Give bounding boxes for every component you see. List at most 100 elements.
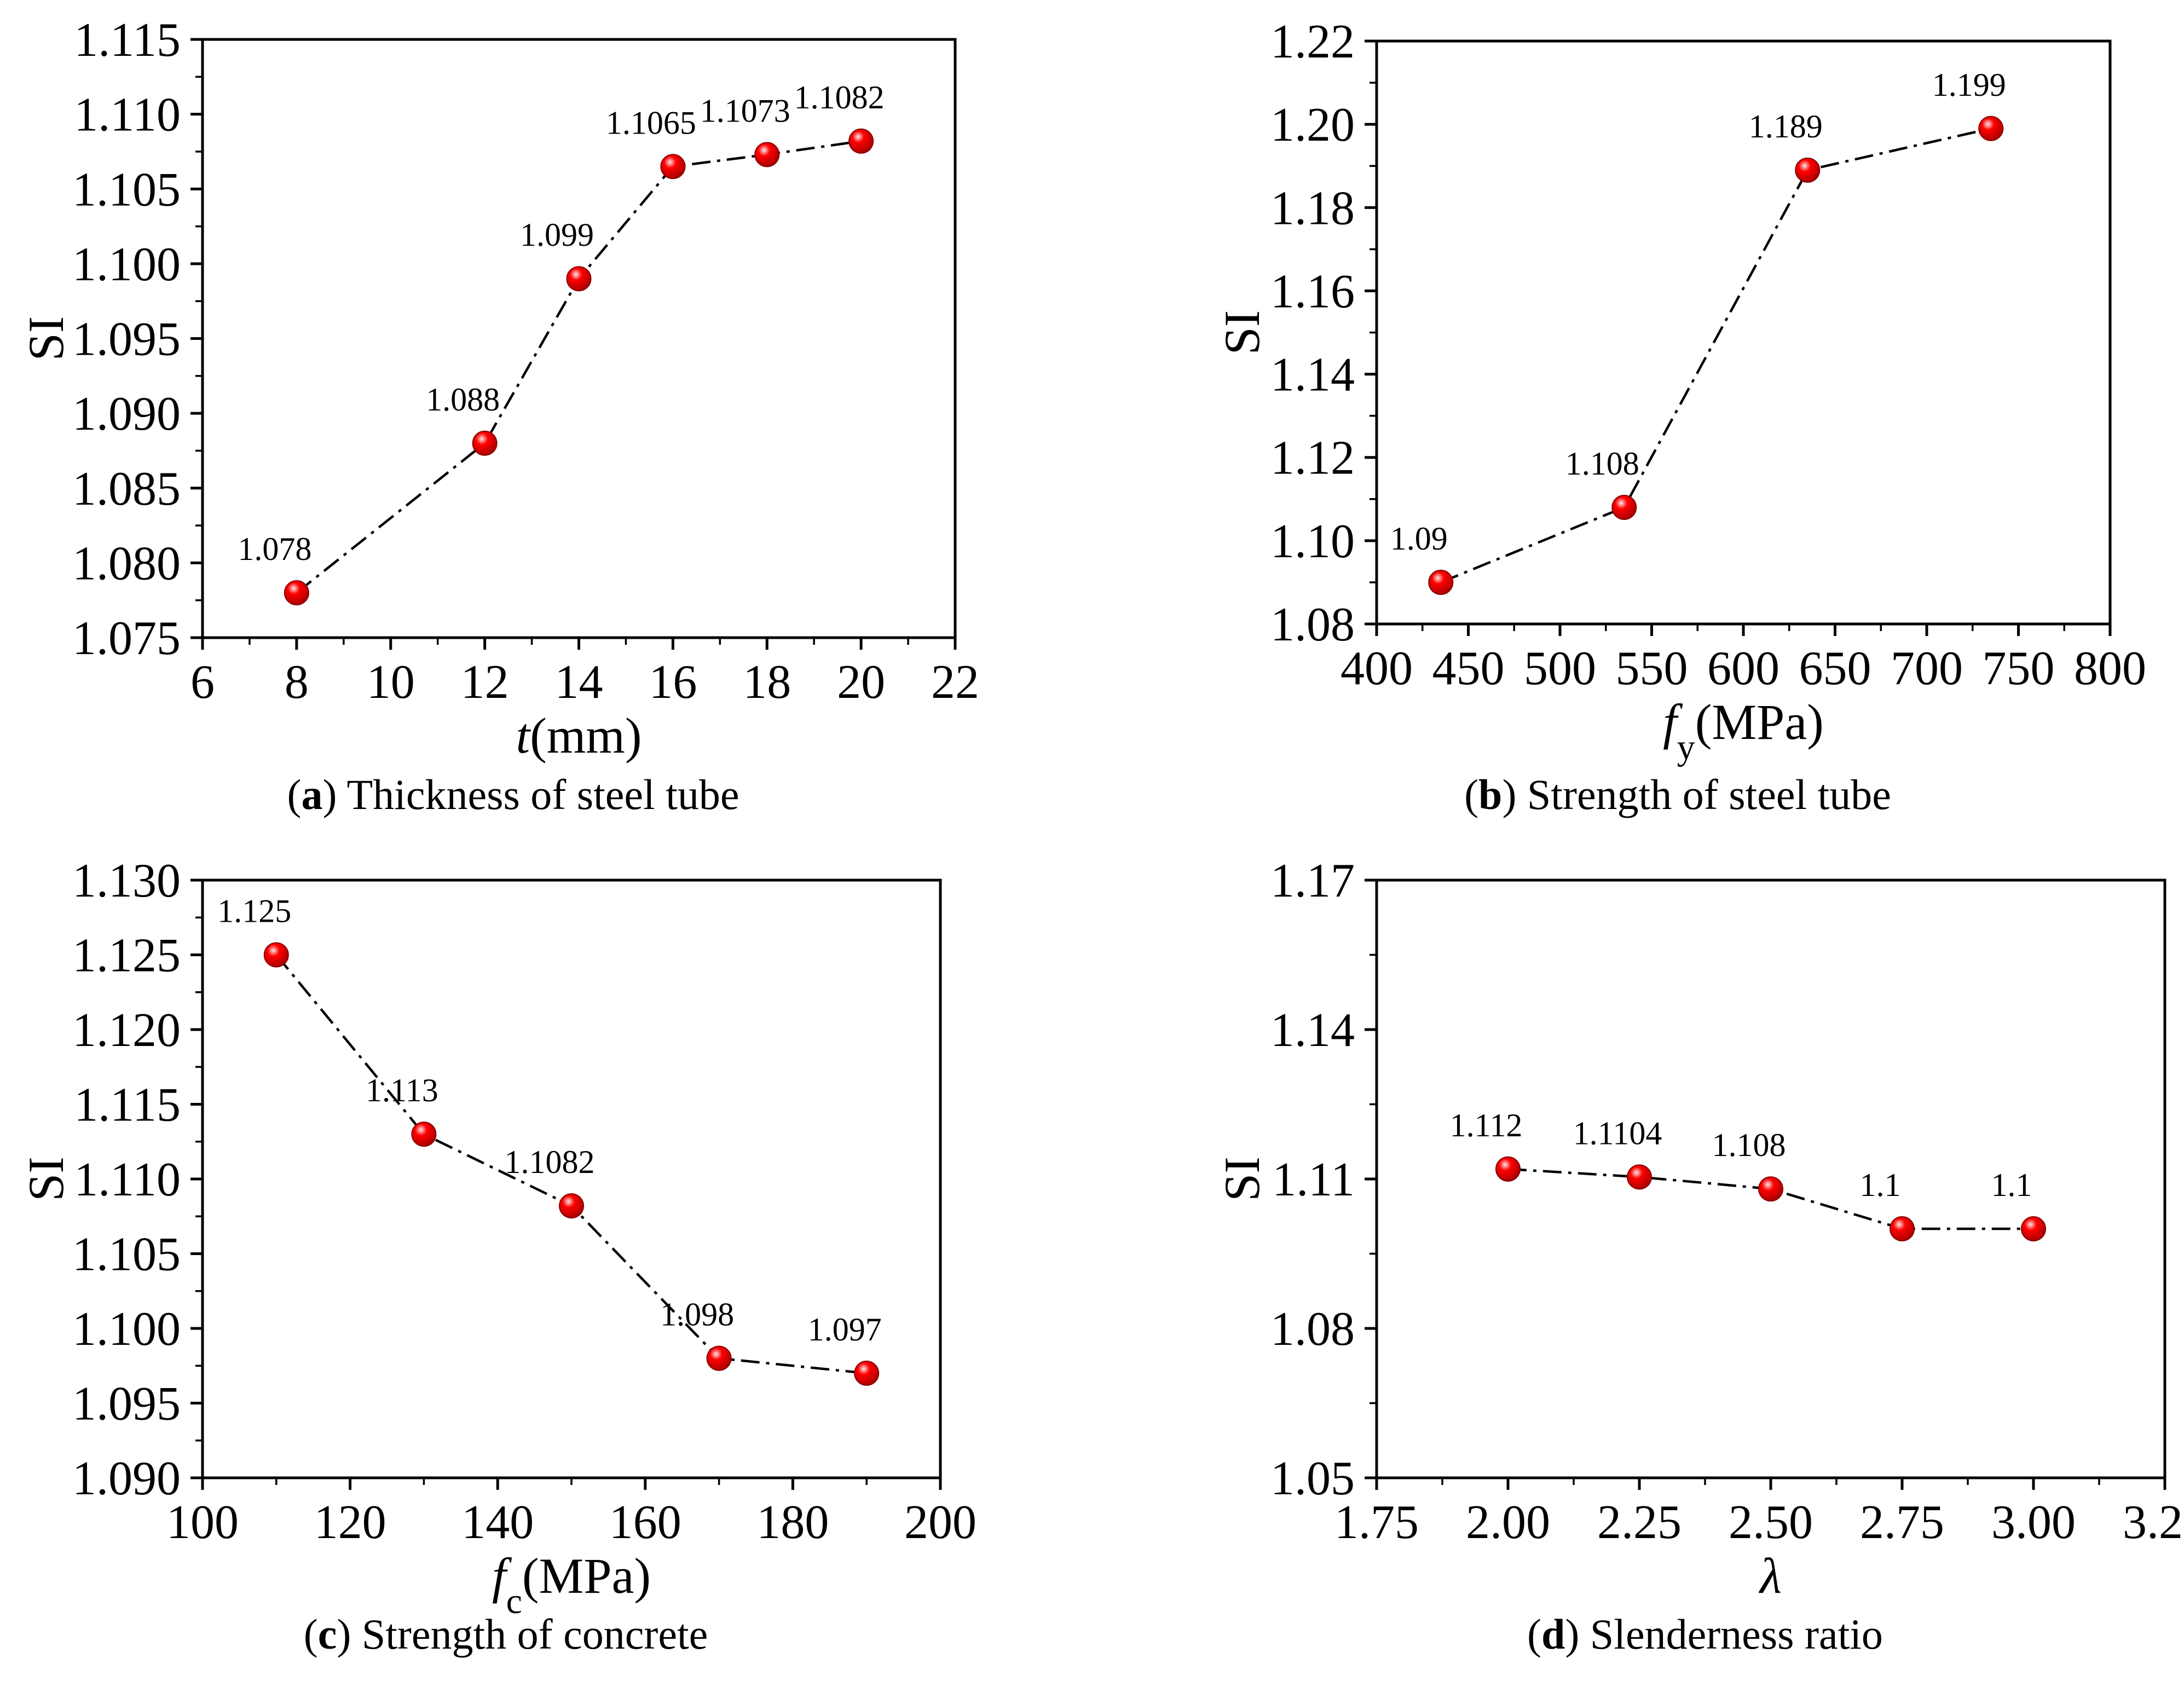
data-label: 1.1082: [505, 1144, 595, 1180]
x-axis-title: λ: [1758, 1548, 1782, 1604]
x-axis-title: fc(MPa): [492, 1548, 651, 1621]
y-tick-label: 1.16: [1270, 265, 1355, 318]
data-label: 1.1: [1860, 1167, 1901, 1203]
x-tick-label: 550: [1616, 642, 1688, 695]
data-point: [848, 128, 874, 154]
data-label: 1.078: [238, 531, 311, 567]
data-point: [566, 266, 592, 292]
data-label: 1.098: [660, 1297, 734, 1333]
y-tick-label: 1.115: [74, 14, 181, 67]
data-label: 1.097: [808, 1311, 882, 1348]
data-label: 1.1065: [606, 105, 696, 141]
y-tick-label: 1.14: [1270, 349, 1355, 402]
data-label: 1.112: [1450, 1107, 1523, 1143]
y-tick-label: 1.05: [1270, 1452, 1355, 1505]
y-tick-label: 1.20: [1270, 99, 1355, 152]
data-point: [1758, 1176, 1783, 1202]
y-tick-label: 1.115: [74, 1079, 181, 1132]
y-tick-label: 1.095: [72, 313, 181, 366]
data-label: 1.108: [1565, 446, 1639, 482]
x-tick-label: 6: [190, 656, 215, 709]
data-label: 1.088: [426, 382, 500, 418]
x-tick-label: 14: [555, 656, 603, 709]
panel-caption: (d) Slenderness ratio: [1527, 1610, 1883, 1658]
data-label: 1.125: [217, 893, 291, 929]
data-point: [1428, 569, 1454, 595]
data-point: [1795, 157, 1821, 183]
y-tick-label: 1.100: [72, 1303, 181, 1356]
y-tick-label: 1.10: [1270, 515, 1355, 568]
data-point: [1611, 495, 1637, 520]
panel-c: 100 120 140 160 180 200 1.090 1.095 1.100 1.105 1.…: [18, 854, 977, 1658]
data-label: 1.09: [1390, 521, 1448, 557]
data-point: [854, 1360, 880, 1386]
x-tick-label: 600: [1707, 642, 1779, 695]
panel-a: 6 8 10 12 14 16 18 20 22 1.075 1.080 1.085 1.090 1.09…: [18, 14, 979, 818]
panel-caption: (a) Thickness of steel tube: [287, 771, 739, 818]
x-tick-label: 800: [2074, 642, 2146, 695]
x-tick-label: 750: [1983, 642, 2055, 695]
y-tick-label: 1.120: [72, 1004, 181, 1057]
data-label: 1.099: [520, 217, 594, 253]
data-label: 1.189: [1749, 108, 1823, 144]
x-tick-label: 18: [743, 656, 791, 709]
y-axis-title: SI: [18, 1157, 74, 1201]
y-tick-label: 1.090: [72, 1452, 181, 1505]
x-tick-label: 180: [756, 1496, 829, 1549]
y-tick-label: 1.130: [72, 854, 181, 908]
x-tick-label: 120: [314, 1496, 386, 1549]
x-tick-label: 16: [649, 656, 697, 709]
data-point: [754, 142, 780, 167]
y-tick-label: 1.090: [72, 388, 181, 441]
data-point: [263, 942, 289, 968]
x-tick-label: 100: [166, 1496, 239, 1549]
y-tick-label: 1.095: [72, 1378, 181, 1431]
x-tick-label: 500: [1524, 642, 1596, 695]
y-tick-label: 1.110: [74, 1153, 181, 1206]
data-point: [1978, 115, 2004, 141]
series-line: [296, 140, 862, 594]
x-tick-label: 3.00: [1991, 1496, 2076, 1549]
x-tick-label: 8: [285, 656, 309, 709]
y-tick-label: 1.11: [1272, 1153, 1355, 1206]
series-line: [1440, 127, 1991, 584]
x-tick-label: 2.25: [1597, 1496, 1682, 1549]
data-point: [706, 1345, 732, 1371]
x-axis-title: fy(MPa): [1663, 694, 1824, 767]
y-tick-label: 1.17: [1270, 854, 1355, 908]
y-tick-label: 1.075: [72, 612, 181, 665]
data-label: 1.1104: [1573, 1115, 1662, 1151]
data-point: [472, 430, 498, 456]
x-tick-label: 700: [1891, 642, 1963, 695]
y-tick-label: 1.125: [72, 929, 181, 982]
data-point: [411, 1122, 437, 1147]
panel-caption: (c) Strength of concrete: [304, 1610, 708, 1658]
data-label: 1.199: [1932, 67, 2006, 103]
x-tick-label: 12: [461, 656, 509, 709]
x-tick-label: 20: [837, 656, 885, 709]
y-tick-label: 1.110: [74, 89, 181, 142]
y-tick-label: 1.100: [72, 238, 181, 291]
x-tick-label: 450: [1432, 642, 1505, 695]
data-label: 1.108: [1712, 1127, 1786, 1163]
data-point: [559, 1193, 584, 1219]
x-axis-title: t(mm): [516, 708, 642, 764]
panel-b: 400 450 500 550 600 650 700 750 800 1.08 1.10 1.12 1…: [1214, 15, 2146, 818]
data-label: 1.1: [1991, 1167, 2032, 1203]
data-point: [1627, 1164, 1652, 1190]
y-axis-title: SI: [1214, 1157, 1270, 1201]
y-tick-label: 1.08: [1270, 598, 1355, 651]
panel-caption: (b) Strength of steel tube: [1464, 771, 1891, 818]
y-tick-label: 1.14: [1270, 1004, 1355, 1057]
x-tick-label: 2.00: [1466, 1496, 1550, 1549]
data-label: 1.1082: [794, 79, 885, 115]
data-point: [284, 580, 309, 606]
data-point: [1495, 1156, 1521, 1182]
y-tick-label: 1.18: [1270, 182, 1355, 235]
x-tick-label: 140: [461, 1496, 534, 1549]
y-axis-title: SI: [18, 316, 74, 361]
data-point: [660, 154, 686, 180]
x-tick-label: 400: [1341, 642, 1413, 695]
x-tick-label: 160: [609, 1496, 681, 1549]
y-tick-label: 1.085: [72, 463, 181, 516]
